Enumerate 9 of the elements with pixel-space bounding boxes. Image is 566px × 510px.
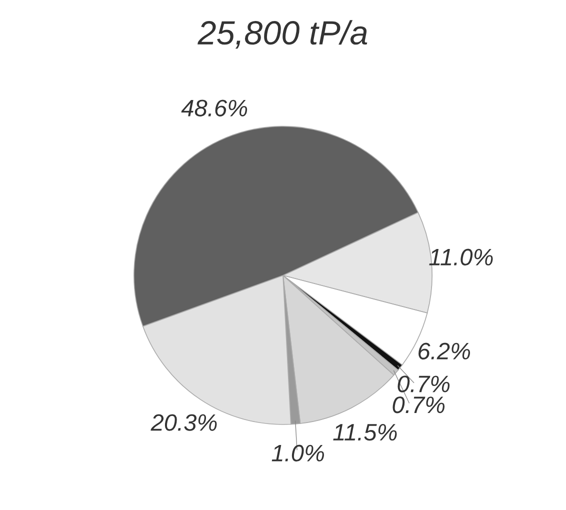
data-label: 20.3% bbox=[150, 414, 217, 431]
data-label: 6.2% bbox=[418, 342, 470, 360]
chart-title: 25,800 tP/a bbox=[198, 20, 368, 49]
data-label: 1.0% bbox=[272, 444, 324, 462]
data-label: 0.7% bbox=[398, 376, 450, 392]
data-label: 11.5% bbox=[333, 424, 397, 441]
data-label: 48.6% bbox=[181, 100, 248, 116]
data-label: 11.0% bbox=[429, 248, 493, 266]
data-label: 0.7% bbox=[392, 396, 445, 414]
